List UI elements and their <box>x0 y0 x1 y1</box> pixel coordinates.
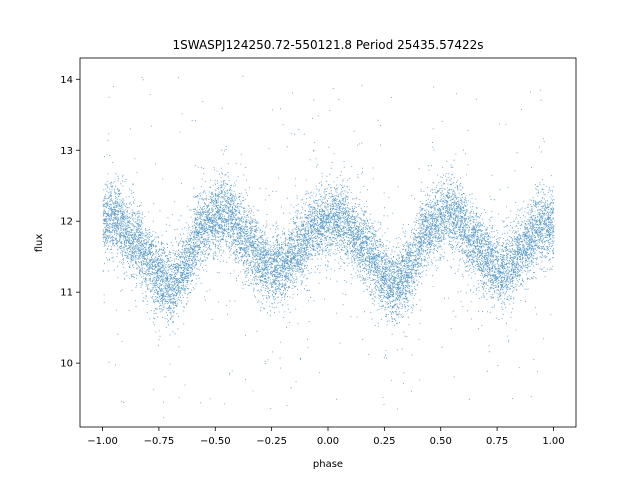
chart-title: 1SWASPJ124250.72-550121.8 Period 25435.5… <box>172 38 483 52</box>
x-tick-label: 0.50 <box>430 436 452 447</box>
y-tick-label: 13 <box>60 146 73 157</box>
x-tick-label: −0.25 <box>256 436 287 447</box>
y-tick-label: 14 <box>60 75 73 86</box>
y-tick-label: 11 <box>60 288 73 299</box>
y-tick-label: 12 <box>60 217 73 228</box>
x-tick-label: 0.00 <box>317 436 339 447</box>
x-tick-label: 0.25 <box>373 436 395 447</box>
x-tick-label: −0.50 <box>200 436 231 447</box>
y-axis: 10 11 12 13 14 <box>60 75 80 370</box>
x-axis-label: phase <box>313 459 343 470</box>
x-tick-label: 0.75 <box>486 436 508 447</box>
x-tick-label: −1.00 <box>87 436 118 447</box>
x-tick-label: −0.75 <box>144 436 175 447</box>
x-axis: −1.00 −0.75 −0.50 −0.25 0.00 0.25 0.50 0.75 1.00 <box>87 427 565 447</box>
y-tick-label: 10 <box>60 359 73 370</box>
x-tick-label: 1.00 <box>542 436 564 447</box>
y-axis-label: flux <box>34 234 45 253</box>
